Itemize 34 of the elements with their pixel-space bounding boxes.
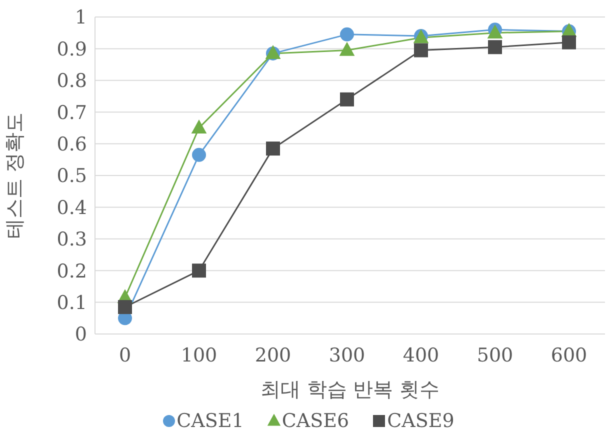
point: [191, 120, 207, 134]
y-axis-title: 테스트 정확도: [2, 112, 26, 239]
point: [488, 40, 502, 54]
x-tick-label: 0: [118, 344, 132, 366]
x-tick-label: 300: [328, 344, 366, 366]
legend-label: CASE6: [282, 410, 350, 432]
point: [562, 35, 576, 50]
x-tick-label: 400: [402, 344, 440, 366]
y-tick-label: 0.9: [56, 38, 87, 60]
point: [266, 142, 280, 156]
point: [340, 92, 354, 106]
point: [118, 300, 132, 314]
legend-label: CASE1: [176, 410, 244, 432]
y-tick-label: 0.8: [56, 70, 87, 92]
point: [414, 43, 428, 58]
point: [192, 264, 206, 278]
y-tick-label: 0.4: [56, 196, 87, 219]
y-tick-label: 0.2: [56, 260, 87, 282]
y-tick-label: 0: [74, 324, 87, 346]
x-axis-title: 최대 학습 반복 횟수: [260, 377, 440, 401]
y-tick-label: 0.1: [56, 292, 87, 314]
point: [192, 148, 206, 162]
x-tick-label: 200: [254, 344, 292, 366]
y-tick-label: 0.5: [56, 165, 87, 188]
y-tick-label: 1: [74, 6, 87, 29]
x-tick-label: 100: [180, 344, 218, 366]
x-tick-label: 500: [476, 344, 514, 366]
x-tick-label: 600: [550, 344, 588, 366]
legend-label: CASE9: [387, 410, 454, 432]
y-tick-label: 0.7: [56, 102, 87, 124]
y-tick-label: 0.6: [56, 134, 87, 156]
point: [339, 42, 355, 56]
y-tick-label: 0.3: [56, 228, 87, 251]
point: [340, 27, 354, 42]
